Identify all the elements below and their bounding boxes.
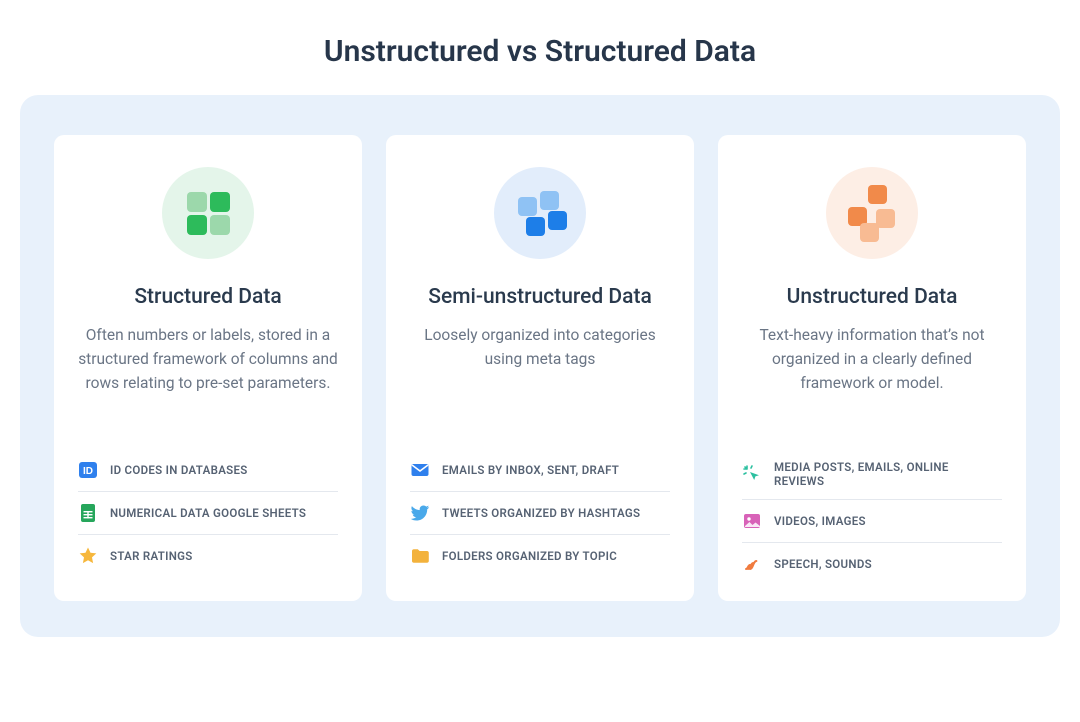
hero-square xyxy=(187,192,207,212)
example-item: FOLDERS ORGANIZED BY TOPIC xyxy=(410,535,670,577)
infographic-root: Unstructured vs Structured Data Structur… xyxy=(0,0,1080,722)
card-title: Semi-unstructured Data xyxy=(428,285,652,309)
example-label: STAR RATINGS xyxy=(110,549,193,563)
example-list: ID ID CODES IN DATABASES NUMERICAL DATA GO… xyxy=(78,449,338,577)
example-label: FOLDERS ORGANIZED BY TOPIC xyxy=(442,549,617,563)
cursor-click-icon xyxy=(742,464,762,484)
image-icon xyxy=(742,511,762,531)
card-description: Text-heavy information that’s not organi… xyxy=(742,323,1002,423)
hero-square xyxy=(187,215,207,235)
example-label: SPEECH, SOUNDS xyxy=(774,557,872,571)
example-item: ID ID CODES IN DATABASES xyxy=(78,449,338,492)
folder-icon xyxy=(410,546,430,566)
example-list: MEDIA POSTS, EMAILS, ONLINE REVIEWS VIDEO… xyxy=(742,449,1002,585)
example-item: EMAILS BY INBOX, SENT, DRAFT xyxy=(410,449,670,492)
example-item: STAR RATINGS xyxy=(78,535,338,577)
page-title: Unstructured vs Structured Data xyxy=(324,34,756,69)
svg-text:ID: ID xyxy=(83,466,93,477)
card-title: Unstructured Data xyxy=(787,285,958,309)
id-badge-icon: ID xyxy=(78,460,98,480)
example-label: VIDEOS, IMAGES xyxy=(774,514,866,528)
example-item: NUMERICAL DATA GOOGLE SHEETS xyxy=(78,492,338,535)
star-icon xyxy=(78,546,98,566)
hero-square xyxy=(868,185,887,204)
example-label: EMAILS BY INBOX, SENT, DRAFT xyxy=(442,463,619,477)
hero-square xyxy=(518,197,537,216)
example-label: NUMERICAL DATA GOOGLE SHEETS xyxy=(110,506,306,520)
card-title: Structured Data xyxy=(134,285,281,309)
unstructured-hero-icon xyxy=(826,167,918,259)
card-unstructured: Unstructured Data Text-heavy information … xyxy=(718,135,1026,601)
example-item: VIDEOS, IMAGES xyxy=(742,500,1002,543)
example-label: TWEETS ORGANIZED BY HASHTAGS xyxy=(442,506,640,520)
twitter-icon xyxy=(410,503,430,523)
sound-icon xyxy=(742,554,762,574)
example-item: SPEECH, SOUNDS xyxy=(742,543,1002,585)
hero-square xyxy=(210,215,230,235)
mail-icon xyxy=(410,460,430,480)
example-item: MEDIA POSTS, EMAILS, ONLINE REVIEWS xyxy=(742,449,1002,500)
hero-square xyxy=(548,211,567,230)
structured-hero-icon xyxy=(162,167,254,259)
hero-square xyxy=(540,191,559,210)
comparison-panel: Structured Data Often numbers or labels, … xyxy=(20,95,1060,637)
hero-square xyxy=(210,192,230,212)
sheets-icon xyxy=(78,503,98,523)
example-label: MEDIA POSTS, EMAILS, ONLINE REVIEWS xyxy=(774,460,1002,488)
card-description: Loosely organized into categories using … xyxy=(410,323,670,423)
semi-hero-icon xyxy=(494,167,586,259)
hero-square xyxy=(860,223,879,242)
example-list: EMAILS BY INBOX, SENT, DRAFT TWEETS ORGAN… xyxy=(410,449,670,577)
card-description: Often numbers or labels, stored in a str… xyxy=(78,323,338,423)
example-label: ID CODES IN DATABASES xyxy=(110,463,248,477)
card-structured: Structured Data Often numbers or labels, … xyxy=(54,135,362,601)
example-item: TWEETS ORGANIZED BY HASHTAGS xyxy=(410,492,670,535)
card-semi: Semi-unstructured Data Loosely organized … xyxy=(386,135,694,601)
hero-square xyxy=(526,217,545,236)
